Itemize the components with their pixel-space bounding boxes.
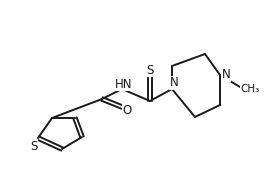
Text: N: N: [170, 76, 178, 89]
Text: HN: HN: [115, 78, 133, 90]
Text: CH₃: CH₃: [240, 84, 260, 94]
Text: S: S: [30, 139, 38, 153]
Text: S: S: [146, 63, 154, 76]
Text: O: O: [122, 103, 132, 116]
Text: N: N: [222, 69, 230, 81]
